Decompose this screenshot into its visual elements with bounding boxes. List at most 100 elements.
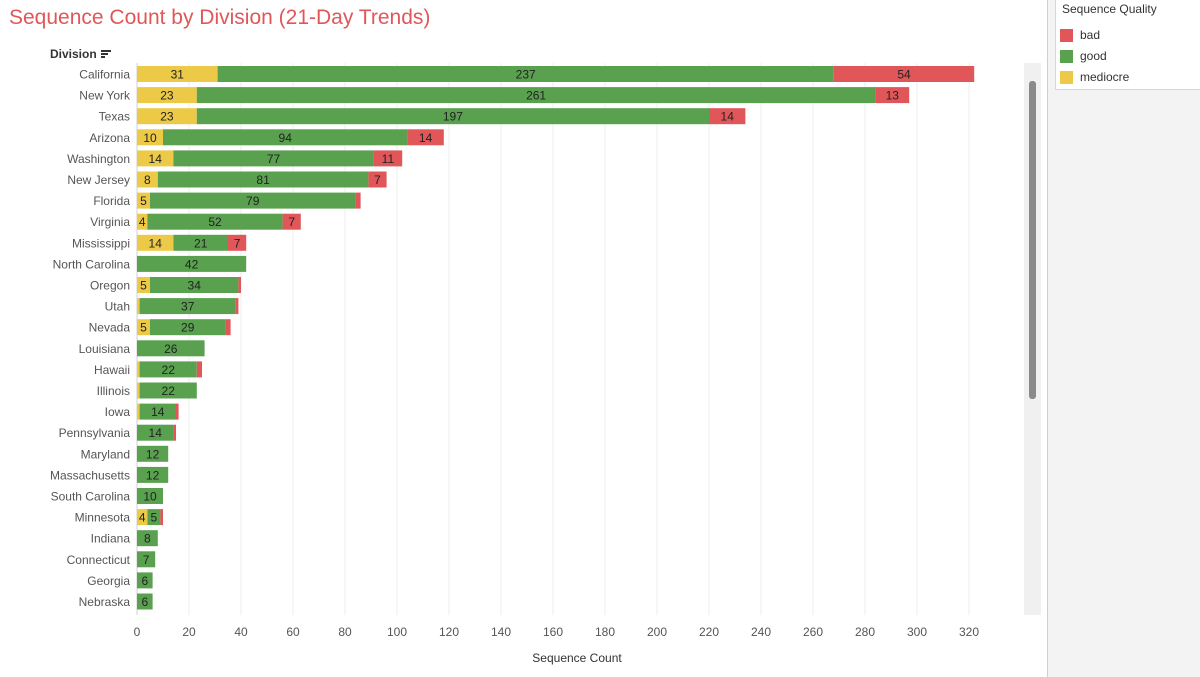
bar-segment-good (137, 551, 156, 568)
bar-segment-good (137, 466, 169, 483)
category-label: Nebraska (79, 595, 131, 609)
x-tick-label: 260 (803, 625, 823, 639)
data-label: 197 (443, 110, 463, 124)
bar-segment-good (157, 171, 369, 188)
legend-item-bad[interactable]: bad (1060, 27, 1100, 43)
bar-segment-good (173, 150, 374, 167)
category-label: Iowa (105, 405, 131, 419)
data-label: 37 (181, 300, 195, 314)
bar-segment-good (147, 509, 161, 526)
category-label: Hawaii (94, 363, 130, 377)
bar-segment-good (137, 593, 153, 610)
data-label: 81 (256, 173, 270, 187)
data-label: 6 (141, 574, 148, 588)
x-tick-label: 320 (959, 625, 979, 639)
data-label: 29 (181, 321, 195, 335)
data-label: 237 (516, 68, 536, 82)
data-label: 12 (146, 468, 160, 482)
data-label: 8 (144, 173, 151, 187)
legend-item-mediocre[interactable]: mediocre (1060, 69, 1129, 85)
bar-segment-bad (709, 108, 746, 125)
bar-segment-bad (196, 361, 202, 378)
data-label: 14 (721, 110, 735, 124)
bar-segment-mediocre (137, 361, 140, 378)
x-tick-label: 40 (234, 625, 248, 639)
bar-segment-mediocre (137, 213, 148, 230)
bar-segment-bad (368, 171, 387, 188)
data-label: 22 (162, 363, 176, 377)
data-label: 4 (139, 511, 146, 525)
data-label: 79 (246, 194, 260, 208)
category-label: Louisiana (79, 342, 131, 356)
bar-segment-good (137, 445, 169, 462)
bar-segment-good (137, 488, 163, 504)
data-label: 31 (171, 68, 185, 82)
data-label: 34 (188, 279, 202, 293)
data-label: 11 (382, 152, 395, 166)
x-tick-label: 140 (491, 625, 511, 639)
data-label: 14 (149, 236, 163, 250)
bar-segment-bad (407, 129, 444, 146)
division-column-header[interactable]: Division (50, 47, 111, 61)
bar-segment-mediocre (137, 108, 197, 125)
category-label: Florida (93, 194, 130, 208)
bar-segment-bad (160, 509, 163, 526)
bar-segment-good (147, 213, 283, 230)
data-label: 42 (185, 257, 199, 271)
data-label: 5 (140, 279, 147, 293)
bar-segment-bad (875, 87, 910, 104)
bar-segment-mediocre (137, 403, 140, 420)
bar-segment-good (196, 87, 876, 104)
bar-segment-good (150, 277, 239, 293)
data-label: 94 (279, 131, 293, 145)
data-label: 8 (144, 532, 151, 546)
bar-segment-good (196, 108, 710, 125)
bar-segment-good (150, 319, 226, 336)
bar-segment-mediocre (137, 66, 218, 82)
data-label: 14 (149, 152, 163, 166)
data-label: 7 (288, 215, 295, 229)
data-label: 261 (526, 89, 546, 103)
sort-descending-icon[interactable] (100, 49, 111, 59)
bar-segment-good (137, 340, 205, 357)
legend: Sequence Quality bad good mediocre (1055, 0, 1200, 90)
data-label: 7 (374, 173, 381, 187)
category-label: Virginia (90, 215, 130, 229)
category-label: New York (79, 89, 131, 103)
bar-segment-mediocre (137, 150, 174, 167)
bar-segment-mediocre (137, 298, 140, 315)
legend-label-bad: bad (1080, 28, 1101, 42)
bar-segment-mediocre (137, 171, 158, 188)
category-label: Massachusetts (50, 468, 130, 482)
bar-segment-mediocre (137, 192, 150, 209)
category-label: South Carolina (51, 490, 131, 504)
category-label: Mississippi (72, 236, 130, 250)
bar-segment-good (139, 298, 236, 315)
bar-segment-good (139, 382, 197, 399)
x-tick-label: 0 (134, 625, 141, 639)
bar-segment-bad (228, 234, 247, 251)
legend-label-good: good (1080, 49, 1107, 63)
bar-segment-mediocre (137, 234, 174, 251)
stacked-bar-chart: 0 20 40 60 80 100 120 140 160 180 200 220 240 260 280 3… (50, 63, 979, 665)
bar-segment-good (137, 572, 153, 589)
data-label: 23 (160, 110, 174, 124)
bar-segment-mediocre (137, 382, 140, 399)
category-label: Oregon (90, 279, 130, 293)
x-axis-title: Sequence Count (532, 651, 622, 665)
legend-label-mediocre: mediocre (1080, 70, 1130, 84)
bar-segment-good (217, 66, 834, 82)
side-panel (1047, 0, 1200, 677)
bar-segment-bad (173, 424, 176, 441)
data-label: 12 (146, 447, 160, 461)
vertical-scrollbar[interactable] (1024, 63, 1041, 615)
bar-segment-mediocre (137, 277, 150, 293)
legend-title: Sequence Quality (1062, 2, 1157, 16)
bar-segment-bad (238, 277, 241, 293)
bar-segment-mediocre (137, 509, 148, 526)
scrollbar-thumb[interactable] (1029, 81, 1036, 399)
x-tick-label: 180 (595, 625, 615, 639)
legend-item-good[interactable]: good (1060, 48, 1107, 64)
data-label: 7 (143, 553, 150, 567)
category-label: California (79, 68, 130, 82)
